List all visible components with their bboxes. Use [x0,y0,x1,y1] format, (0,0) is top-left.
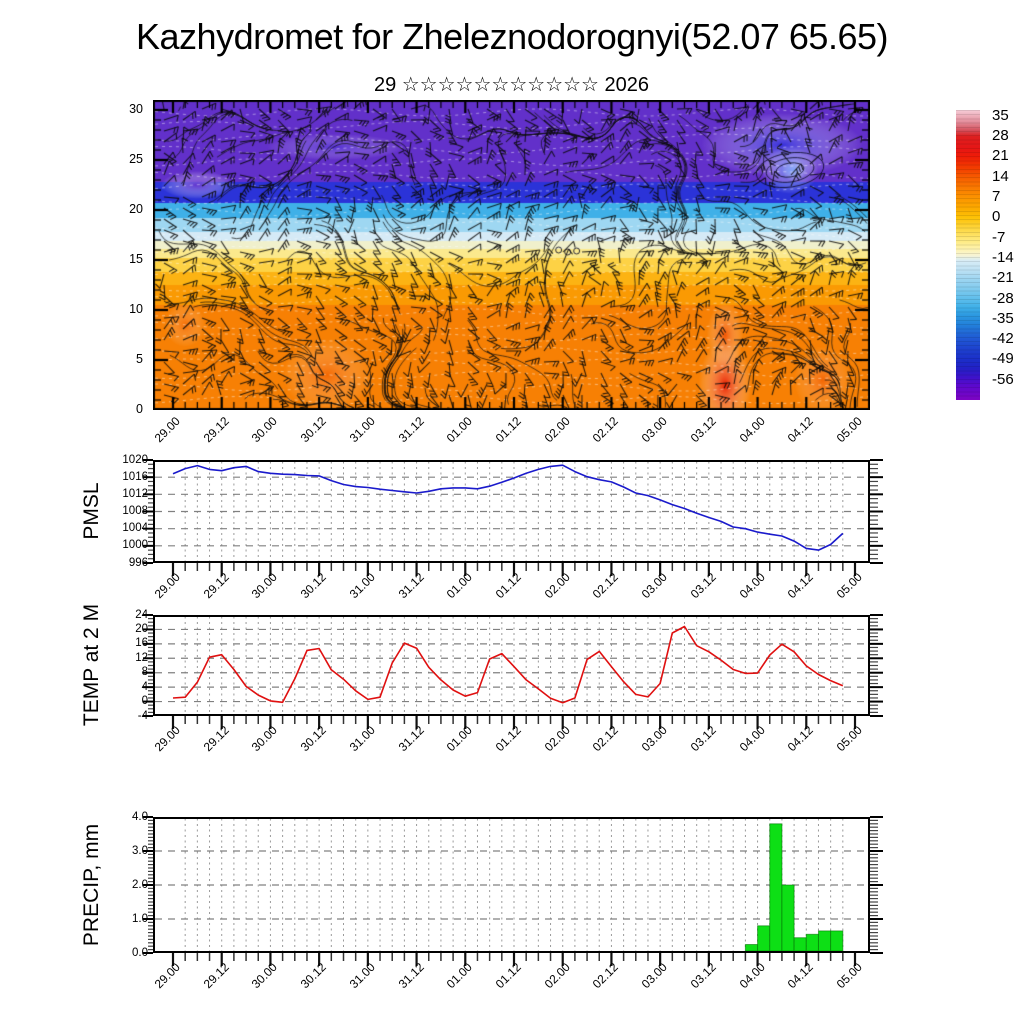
pmsl-y-label: 996 [128,556,148,569]
temp-y-label: -4 [137,709,148,722]
pmsl-y-label: 1008 [122,505,148,517]
colorbar-tick-label: 21 [992,147,1009,165]
temp-y-label: 20 [135,622,148,635]
temp-y-label: 4 [141,680,148,693]
x-tick-label: 01.12 [492,414,524,446]
pmsl-line [172,464,844,551]
precip-panel [143,815,883,966]
colorbar-tick-label: -49 [992,350,1014,368]
precip-bar [744,944,759,952]
temp-y-label: 0 [141,695,148,708]
temp-panel [143,614,883,729]
precip-bar [793,937,807,952]
colorbar-stripes [956,110,980,400]
x-tick-label: 29.00 [151,414,183,446]
precip-bar [757,925,771,952]
pmsl-y-label: 1020 [122,453,148,466]
colorbar-tick-label: -21 [992,269,1014,287]
colorbar-tick-label: -7 [992,228,1006,246]
x-tick-label: 31.00 [346,414,378,446]
x-tick-label: 04.00 [736,414,768,446]
precip-bar [817,930,832,952]
precip-y-label: 0.0 [132,946,148,959]
colorbar-tick-label: -35 [992,309,1014,327]
precip-y-label: 4.0 [132,810,148,823]
precip-y-label: 3.0 [132,844,148,857]
panel-border [153,460,870,563]
precip-y-label: 2.0 [132,878,148,891]
pmsl-y-label: 1012 [122,487,148,500]
pmsl-y-label: 1004 [122,522,148,535]
precip-y-label: 1.0 [132,912,148,925]
page-title: Kazhydromet for Zheleznodorognyi(52.07 6… [136,16,888,57]
x-tick-label: 04.12 [785,414,817,446]
x-tick-label: 29.12 [200,414,232,446]
pmsl-panel [143,459,883,576]
x-tick-label: 02.12 [590,414,622,446]
colorbar-tick-label: 28 [992,127,1009,145]
x-tick-label: 30.12 [297,414,330,446]
x-tick-label: 02.00 [541,414,573,446]
precip-bar [769,823,783,952]
x-tick-label: 31.12 [395,414,427,446]
date-subtitle: 29 ☆☆☆☆☆☆☆☆☆☆☆ 2026 [373,74,650,96]
panel-border [153,817,870,953]
x-tick-label: 01.00 [444,414,476,446]
temp-y-label: 8 [141,666,148,679]
colorbar-tick-label: -14 [992,248,1014,266]
temp-line [172,625,844,704]
temp-y-label: 12 [135,651,148,664]
colorbar-tick-label: 14 [992,167,1009,185]
x-tick-label: 05.00 [833,414,865,446]
colorbar-tick-label: 35 [992,106,1009,124]
cross-section-y-label: 20 [129,202,143,216]
colorbar-tick-label: -28 [992,289,1014,307]
temperature-colorbar [956,110,980,400]
temp-y-label: 24 [135,608,148,621]
precip-bar [830,930,844,952]
cross-section-y-label: 30 [129,102,143,116]
cross-section-y-label: 5 [136,352,143,366]
x-tick-label: 03.12 [687,414,719,446]
cross-section-y-label: 0 [136,402,143,416]
temp-y-label: 16 [135,637,148,650]
cross-section-panel [153,100,870,410]
cross-section-y-label: 25 [129,152,143,166]
colorbar-tick-label: 7 [992,188,1001,205]
cross-section-y-label: 15 [129,252,143,266]
colorbar-tick-label: -56 [992,370,1014,388]
panel-border [153,615,870,716]
precip-bar [781,884,795,952]
pmsl-y-label: 1016 [122,470,148,483]
x-tick-label: 30.00 [249,414,281,446]
x-tick-label: 03.00 [638,414,671,446]
colorbar-tick-label: 0 [992,208,1001,226]
precip-bar [805,933,819,952]
pmsl-y-label: 1000 [122,539,148,552]
cross-section-y-label: 10 [129,302,143,316]
colorbar-tick-label: -42 [992,330,1014,348]
